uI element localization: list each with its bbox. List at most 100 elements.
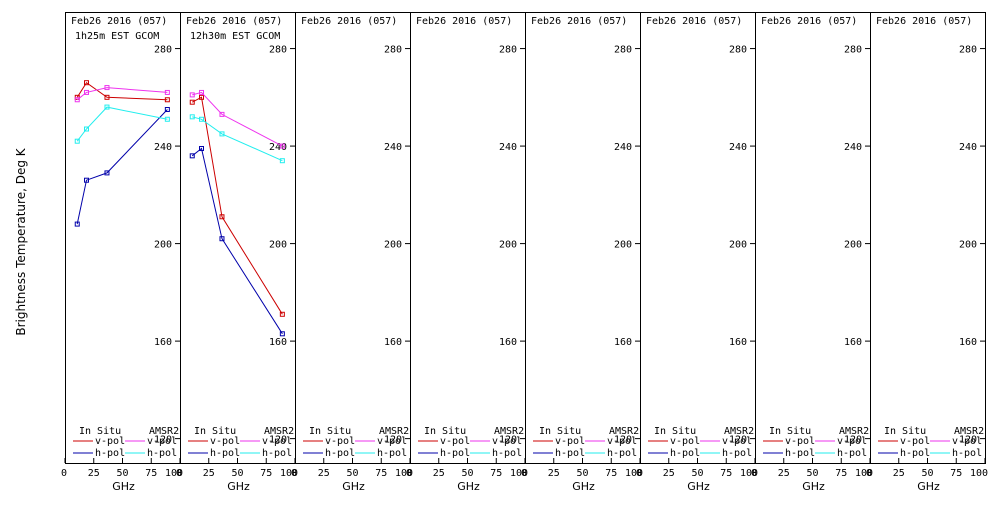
legend-amsr2-header: AMSR2 xyxy=(494,426,524,437)
legend-insitu-v-label: v-pol xyxy=(95,436,125,447)
point-amsr2_h xyxy=(279,158,285,164)
y-tick-label: 280 xyxy=(269,45,287,56)
panel-frame xyxy=(65,12,181,464)
series-line-insitu_v xyxy=(191,96,283,315)
panel-subtitle: 12h30m EST GCOM xyxy=(190,31,280,42)
x-tick-label: 25 xyxy=(88,468,100,479)
legend-insitu-h-label: h-pol xyxy=(785,448,815,459)
panel-subtitle: 1h25m EST GCOM xyxy=(75,31,159,42)
legend-amsr2-header: AMSR2 xyxy=(264,426,294,437)
y-tick-label: 200 xyxy=(384,240,402,251)
x-tick-label: 75 xyxy=(605,468,617,479)
y-tick-label: 120 xyxy=(154,435,172,446)
y-tick-label: 120 xyxy=(729,435,747,446)
x-axis-label: GHz xyxy=(917,480,940,493)
panels: Feb26 2016 (057) 1h25m EST GCOM 120 160 200 2… xyxy=(61,12,988,493)
x-tick-label: 50 xyxy=(231,468,243,479)
legend-amsr2-h-label: h-pol xyxy=(722,448,752,459)
legend-amsr2-header: AMSR2 xyxy=(149,426,179,437)
y-tick-label: 200 xyxy=(269,240,287,251)
x-tick-label: 75 xyxy=(375,468,387,479)
legend-amsr2-h-label: h-pol xyxy=(492,448,522,459)
point-amsr2_h xyxy=(189,114,195,120)
legend-insitu-v-label: v-pol xyxy=(210,436,240,447)
point-insitu_v xyxy=(104,94,110,100)
x-tick-label: 25 xyxy=(203,468,215,479)
point-amsr2_v xyxy=(189,92,195,98)
y-tick-label: 280 xyxy=(844,45,862,56)
panel-6: Feb26 2016 (057) 120 160 200 240 280 0 25 50 75 10… xyxy=(636,12,758,493)
legend-insitu-h-label: h-pol xyxy=(900,448,930,459)
legend-insitu-v-label: v-pol xyxy=(555,436,585,447)
point-insitu_h xyxy=(279,331,285,337)
y-tick-label: 120 xyxy=(499,435,517,446)
x-tick-label: 50 xyxy=(691,468,703,479)
point-insitu_h xyxy=(104,170,110,176)
y-tick-label: 280 xyxy=(729,45,747,56)
legend-insitu-header: In Situ xyxy=(424,426,466,437)
point-insitu_h xyxy=(199,146,205,152)
point-insitu_v xyxy=(199,94,205,100)
x-tick-label: 50 xyxy=(346,468,358,479)
y-tick-label: 160 xyxy=(269,337,287,348)
legend-amsr2-v-label: v-pol xyxy=(952,436,982,447)
panel-title: Feb26 2016 (057) xyxy=(876,16,972,27)
panel-title: Feb26 2016 (057) xyxy=(186,16,282,27)
panel-title: Feb26 2016 (057) xyxy=(416,16,512,27)
series-line-insitu_h xyxy=(76,109,168,225)
panel-7: Feb26 2016 (057) 120 160 200 240 280 0 25 50 75 10… xyxy=(751,12,873,493)
point-insitu_h xyxy=(189,153,195,159)
y-tick-label: 240 xyxy=(269,142,287,153)
series-line-amsr2_h xyxy=(192,116,283,162)
x-tick-label: 25 xyxy=(663,468,675,479)
x-tick-label: 100 xyxy=(165,468,183,479)
point-amsr2_v xyxy=(104,85,110,91)
x-tick-label: 50 xyxy=(576,468,588,479)
x-tick-label: 0 xyxy=(636,468,642,479)
y-tick-label: 280 xyxy=(384,45,402,56)
panel-frame xyxy=(755,12,871,464)
y-tick-label: 240 xyxy=(384,142,402,153)
legend-amsr2-h-label: h-pol xyxy=(262,448,292,459)
legend-insitu-h-label: h-pol xyxy=(440,448,470,459)
panel-8: Feb26 2016 (057) 120 160 200 240 280 0 25 50 75 10… xyxy=(866,12,988,493)
x-tick-label: 0 xyxy=(866,468,872,479)
y-tick-label: 160 xyxy=(499,337,517,348)
x-tick-label: 75 xyxy=(720,468,732,479)
panel-frame xyxy=(180,12,296,464)
legend-amsr2-header: AMSR2 xyxy=(954,426,984,437)
y-tick-label: 240 xyxy=(844,142,862,153)
panel-5: Feb26 2016 (057) 120 160 200 240 280 0 25 50 75 10… xyxy=(521,12,643,493)
x-tick-label: 75 xyxy=(490,468,502,479)
legend-insitu-header: In Situ xyxy=(654,426,696,437)
legend-amsr2-h-label: h-pol xyxy=(952,448,982,459)
legend-amsr2-v-label: v-pol xyxy=(262,436,292,447)
legend-insitu-v-label: v-pol xyxy=(785,436,815,447)
legend-insitu-header: In Situ xyxy=(769,426,811,437)
x-tick-label: 50 xyxy=(921,468,933,479)
point-amsr2_h xyxy=(84,126,90,132)
legend-amsr2-header: AMSR2 xyxy=(609,426,639,437)
y-tick-label: 160 xyxy=(154,337,172,348)
y-tick-label: 280 xyxy=(499,45,517,56)
legend-amsr2-v-label: v-pol xyxy=(147,436,177,447)
legend-insitu-header: In Situ xyxy=(539,426,581,437)
x-tick-label: 50 xyxy=(461,468,473,479)
x-tick-label: 0 xyxy=(751,468,757,479)
y-tick-label: 160 xyxy=(844,337,862,348)
point-insitu_h xyxy=(219,236,225,242)
panel-2: Feb26 2016 (057) 12h30m EST GCOM 120 160 200… xyxy=(176,12,298,493)
x-tick-label: 100 xyxy=(510,468,528,479)
panel-4: Feb26 2016 (057) 120 160 200 240 280 0 25 50 75 10… xyxy=(406,12,528,493)
legend-insitu-h-label: h-pol xyxy=(95,448,125,459)
y-tick-label: 200 xyxy=(729,240,747,251)
x-tick-label: 75 xyxy=(835,468,847,479)
legend-insitu-header: In Situ xyxy=(309,426,351,437)
x-axis-label: GHz xyxy=(802,480,825,493)
legend-amsr2-v-label: v-pol xyxy=(837,436,867,447)
y-tick-label: 120 xyxy=(959,435,977,446)
y-tick-label: 160 xyxy=(959,337,977,348)
legend-insitu-v-label: v-pol xyxy=(900,436,930,447)
y-tick-label: 200 xyxy=(499,240,517,251)
point-insitu_h xyxy=(84,177,90,183)
